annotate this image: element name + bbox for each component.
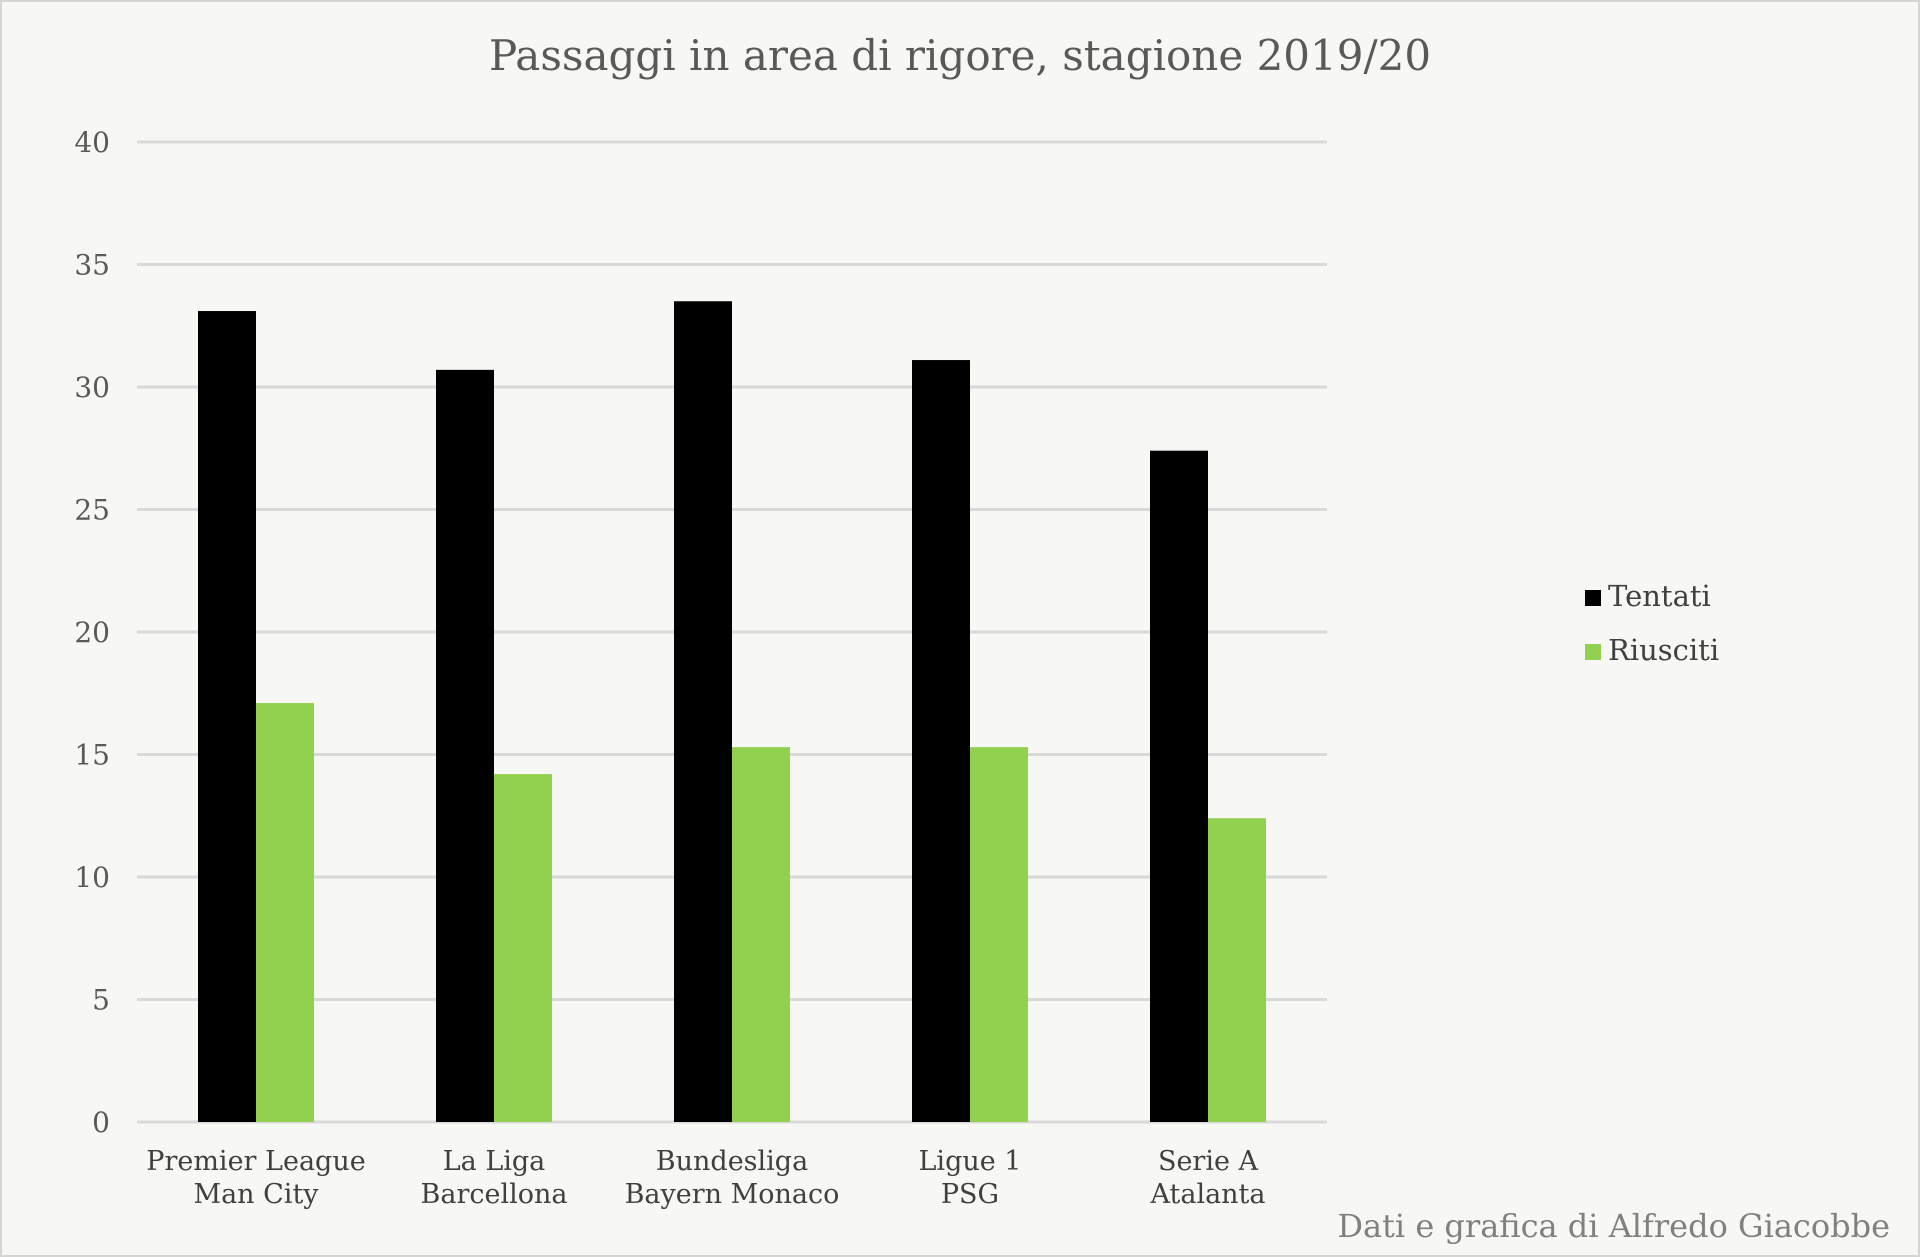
bar-tentati-3 — [912, 360, 970, 1122]
bar-riusciti-1 — [494, 774, 552, 1122]
bar-tentati-2 — [674, 301, 732, 1122]
y-tick-label: 10 — [74, 861, 110, 894]
y-tick-label: 15 — [74, 739, 110, 772]
x-tick-label: Bundesliga — [656, 1146, 808, 1177]
y-tick-label: 0 — [92, 1106, 110, 1139]
legend-swatch-riusciti — [1585, 644, 1601, 660]
bar-riusciti-4 — [1208, 818, 1266, 1122]
y-tick-label: 20 — [74, 616, 110, 649]
bar-riusciti-3 — [970, 747, 1028, 1122]
x-tick-label: Serie A — [1158, 1146, 1259, 1177]
x-tick-label: PSG — [941, 1179, 999, 1210]
chart-title: Passaggi in area di rigore, stagione 201… — [489, 31, 1431, 80]
x-tick-label: Premier League — [146, 1146, 365, 1177]
bar-tentati-1 — [436, 369, 494, 1123]
x-tick-label: Man City — [193, 1179, 319, 1210]
x-tick-label: Bayern Monaco — [625, 1179, 840, 1210]
y-tick-label: 40 — [74, 126, 110, 159]
y-axis-ticks: 0 5 10 15 20 25 30 35 40 — [74, 126, 110, 1139]
y-tick-label: 5 — [92, 984, 110, 1017]
bar-riusciti-2 — [732, 747, 790, 1122]
bar-riusciti-0 — [256, 703, 314, 1122]
y-tick-label: 25 — [74, 494, 110, 527]
bar-tentati-0 — [198, 311, 256, 1122]
legend-label-riusciti: Riusciti — [1608, 633, 1719, 667]
x-tick-label: Barcellona — [421, 1179, 568, 1210]
legend: Tentati Riusciti — [1585, 579, 1719, 667]
legend-label-tentati: Tentati — [1608, 579, 1711, 613]
x-tick-label: Ligue 1 — [919, 1146, 1022, 1177]
y-tick-label: 35 — [74, 249, 110, 282]
x-tick-label: La Liga — [443, 1146, 546, 1177]
credit-text: Dati e grafica di Alfredo Giacobbe — [1337, 1207, 1890, 1245]
y-tick-label: 30 — [74, 371, 110, 404]
bars — [198, 301, 1266, 1123]
legend-swatch-tentati — [1585, 590, 1601, 606]
bar-tentati-4 — [1150, 450, 1208, 1122]
x-tick-label: Atalanta — [1149, 1179, 1265, 1210]
